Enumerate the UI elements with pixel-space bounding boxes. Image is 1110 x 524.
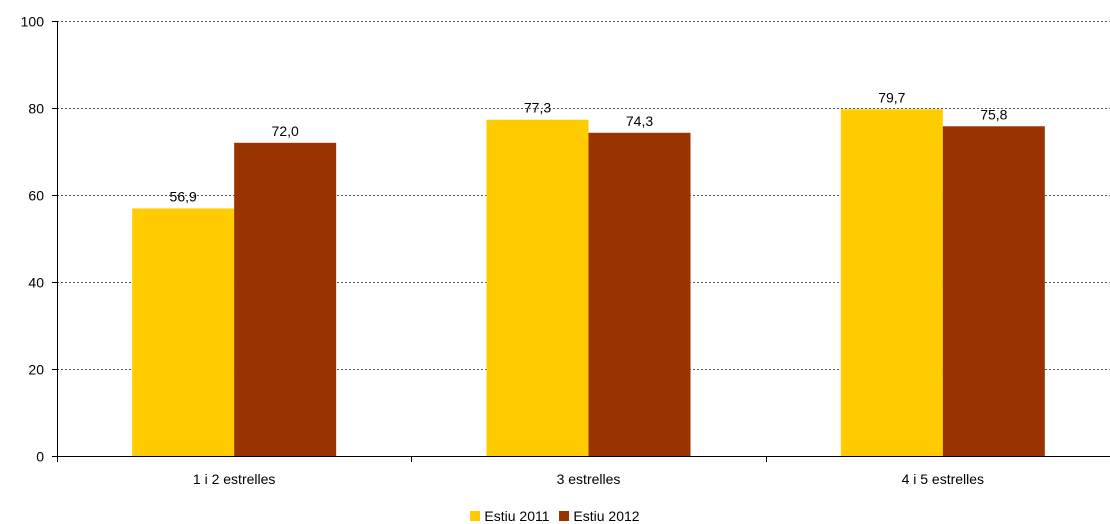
bars xyxy=(132,109,1045,457)
legend: Estiu 2011 Estiu 2012 xyxy=(0,508,1110,524)
data-label: 74,3 xyxy=(626,113,653,129)
legend-swatch-series-2 xyxy=(559,511,570,521)
x-tick-label: 1 i 2 estrelles xyxy=(193,471,275,487)
data-label: 77,3 xyxy=(524,100,551,116)
legend-item-series-1: Estiu 2011 xyxy=(470,508,550,524)
x-tick-label: 3 estrelles xyxy=(557,471,621,487)
x-tick-label: 4 i 5 estrelles xyxy=(902,471,984,487)
bar xyxy=(486,119,589,457)
bar xyxy=(234,142,337,457)
bar xyxy=(942,126,1045,457)
bar xyxy=(840,109,943,457)
legend-label-series-1: Estiu 2011 xyxy=(484,508,550,524)
y-tick-label: 20 xyxy=(28,362,44,378)
bar xyxy=(588,132,691,457)
legend-item-series-2: Estiu 2012 xyxy=(559,508,640,524)
data-label: 79,7 xyxy=(878,89,905,105)
data-label: 72,0 xyxy=(272,123,299,139)
labels: 0 20 40 60 80 100 56,9 77,3 79,7 72,0 74,3 75,8 1 i … xyxy=(21,14,1008,488)
y-tick-label: 80 xyxy=(28,101,44,117)
y-tick-label: 100 xyxy=(21,14,45,30)
data-label: 75,8 xyxy=(980,106,1007,122)
y-tick-label: 40 xyxy=(28,275,44,291)
legend-swatch-series-1 xyxy=(470,511,481,521)
data-label: 56,9 xyxy=(170,188,197,204)
axes xyxy=(52,21,1110,462)
y-tick-label: 0 xyxy=(36,449,44,465)
bar xyxy=(132,208,235,456)
legend-label-series-2: Estiu 2012 xyxy=(573,508,640,524)
y-tick-label: 60 xyxy=(28,188,44,204)
